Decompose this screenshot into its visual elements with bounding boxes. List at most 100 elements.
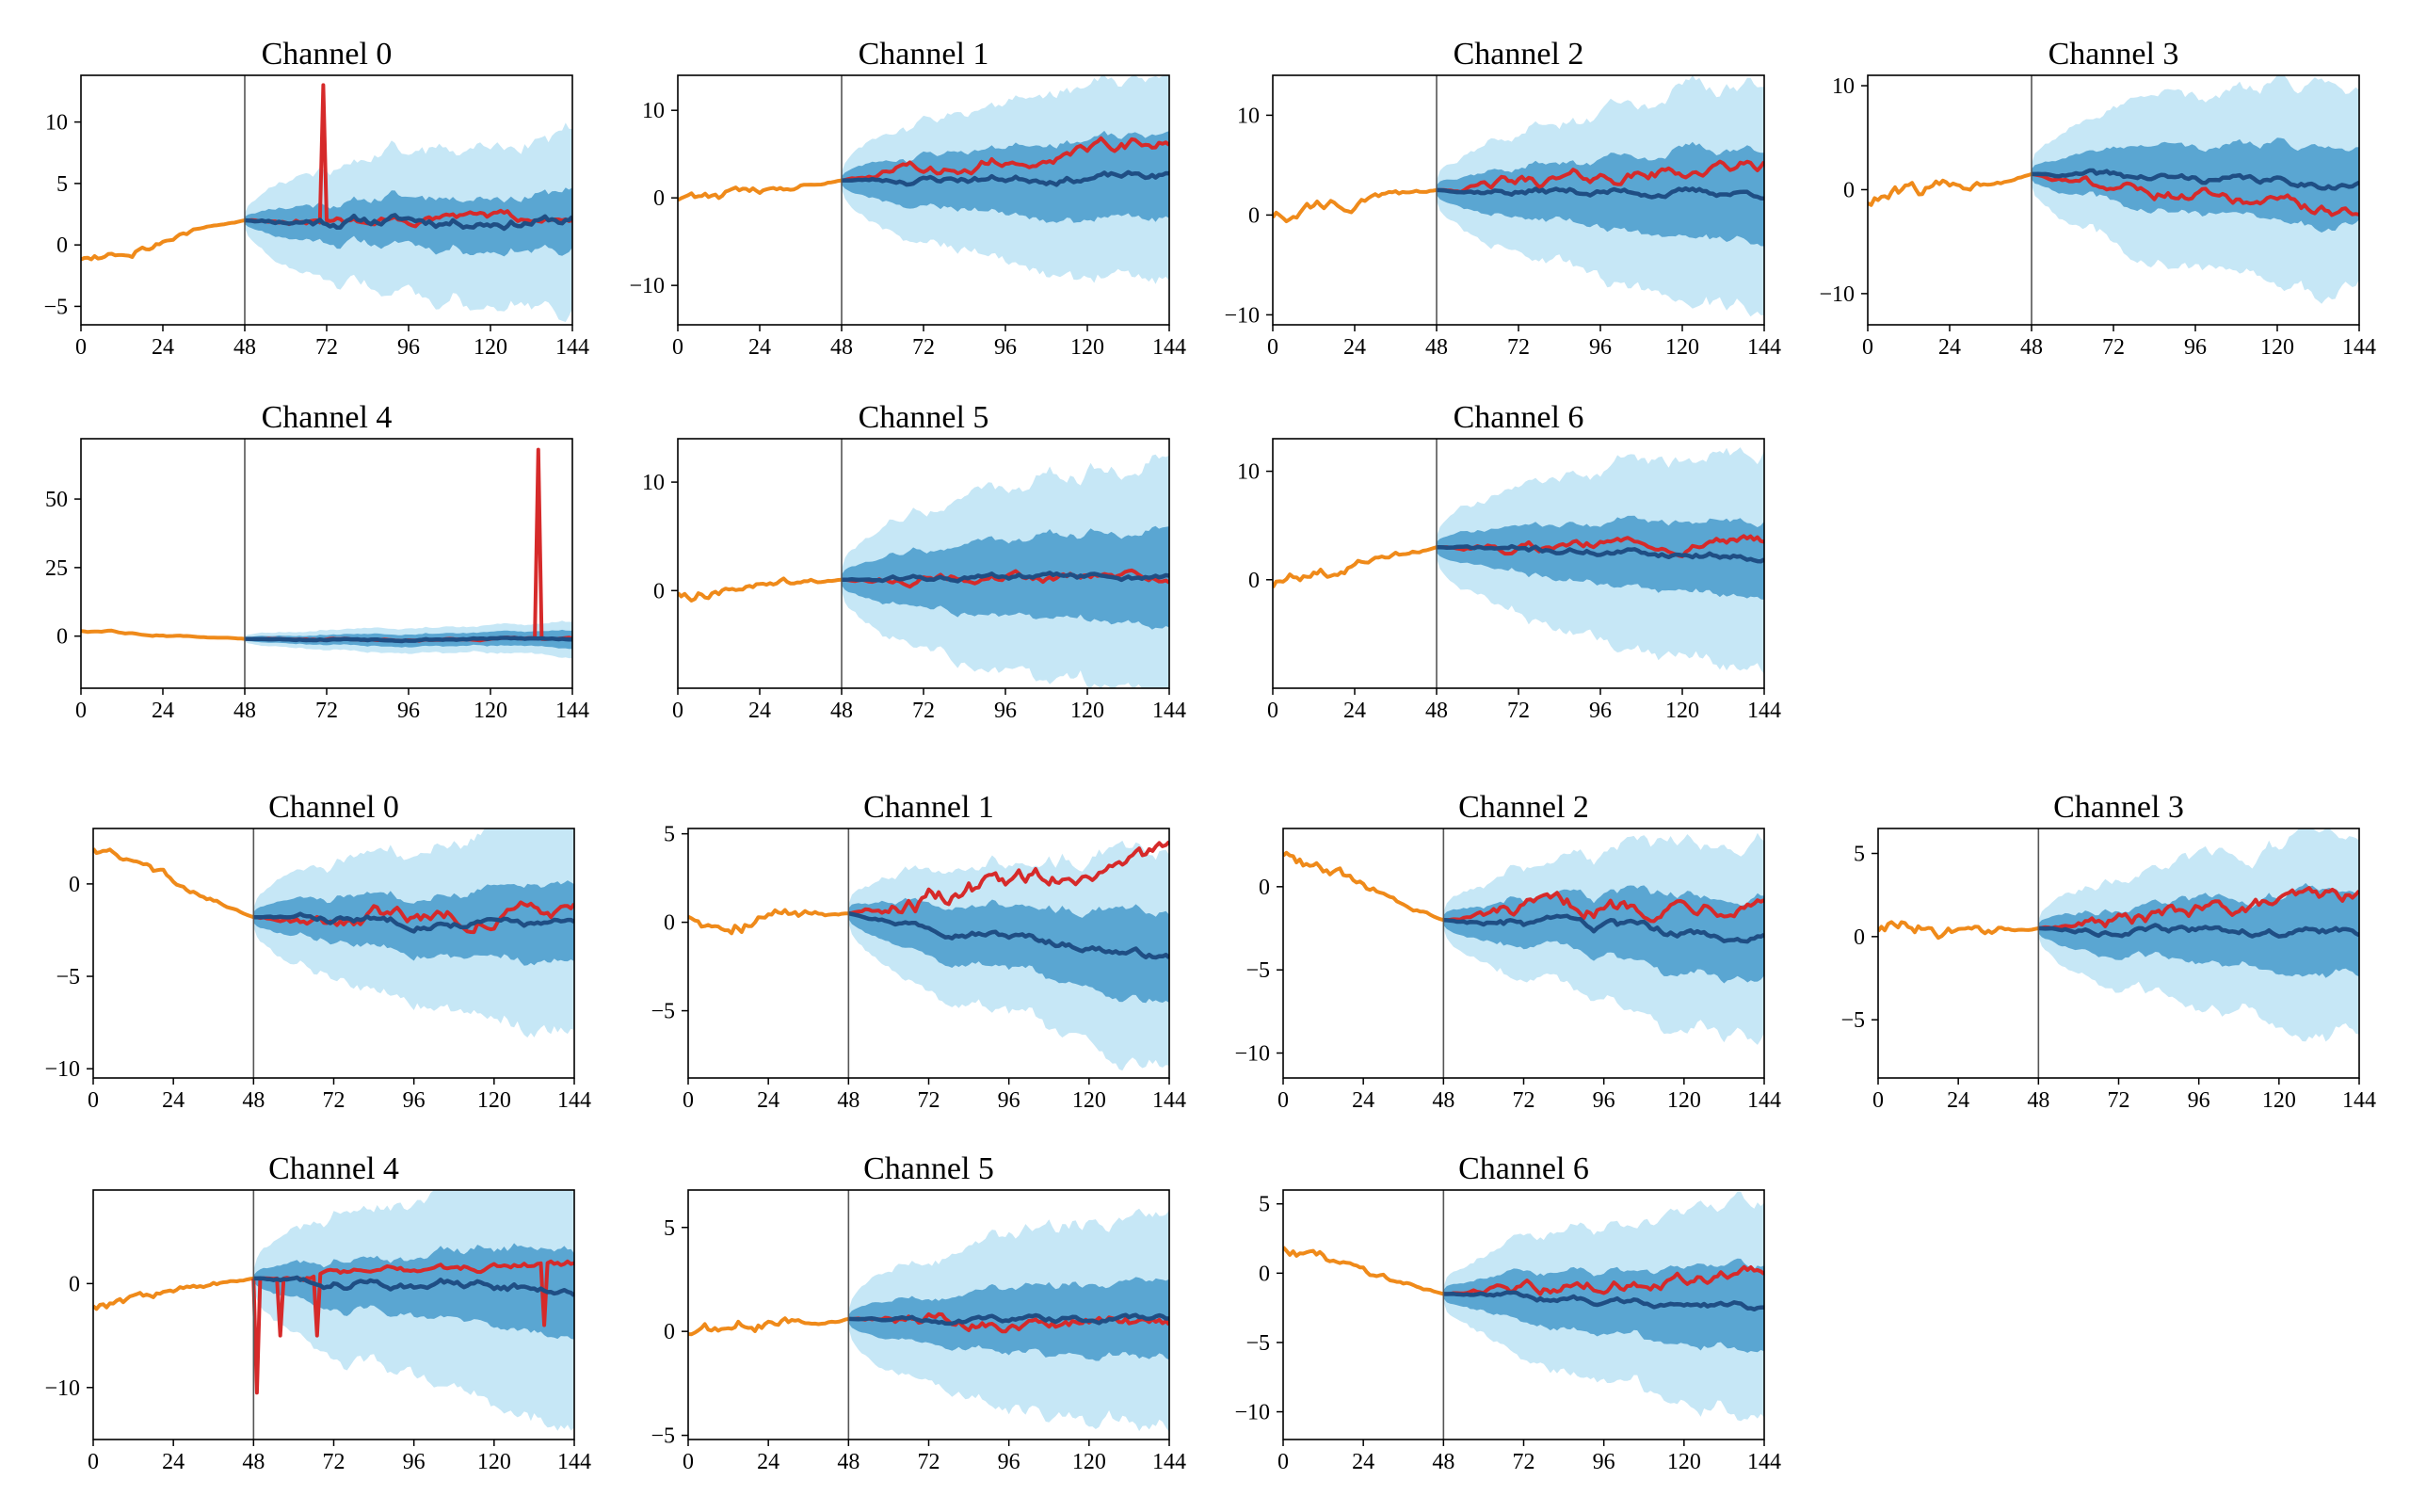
x-tick-label: 0 xyxy=(1267,335,1278,360)
median-forecast-line xyxy=(2032,168,2359,191)
history-line xyxy=(1868,172,2032,207)
x-tick-label: 48 xyxy=(1425,335,1448,360)
x-tick-label: 144 xyxy=(1152,699,1186,723)
ground-truth-line xyxy=(1443,891,1764,924)
x-tick-label: 48 xyxy=(233,335,256,360)
y-tick-label: 0 xyxy=(664,1320,675,1344)
panel-title: Channel 5 xyxy=(859,400,989,435)
y-tick-label: 10 xyxy=(1832,74,1855,99)
x-tick-label: 144 xyxy=(557,1088,591,1113)
x-tick-label: 96 xyxy=(403,1450,426,1474)
x-tick-label: 0 xyxy=(672,699,683,723)
y-tick-label: −10 xyxy=(629,274,665,298)
panel-3: Channel 3 0 24 48 72 96 120 144 −10 0 10 xyxy=(1819,37,2376,360)
history-line xyxy=(93,847,254,920)
x-tick-label: 24 xyxy=(152,335,174,360)
x-tick-label: 72 xyxy=(1513,1450,1535,1474)
x-tick-label: 144 xyxy=(1152,1088,1186,1113)
y-tick-label: −10 xyxy=(1234,1401,1270,1425)
x-tick-label: 24 xyxy=(162,1450,185,1474)
plot-area xyxy=(1283,832,1764,1045)
panel-9: Channel 2 0 24 48 72 96 120 144 −10 −5 0 xyxy=(1234,790,1781,1113)
y-tick-label: 10 xyxy=(642,471,665,495)
median-forecast-line xyxy=(847,910,1169,960)
x-tick-label: 72 xyxy=(912,335,935,360)
x-tick-label: 72 xyxy=(1507,699,1530,723)
panel-title: Channel 1 xyxy=(859,37,989,72)
x-tick-label: 48 xyxy=(837,1450,860,1474)
x-tick-label: 48 xyxy=(233,699,256,723)
x-tick-label: 24 xyxy=(1352,1450,1374,1474)
x-tick-label: 144 xyxy=(1747,1450,1781,1474)
x-tick-label: 0 xyxy=(683,1450,694,1474)
x-tick-label: 48 xyxy=(1425,699,1448,723)
x-tick-label: 120 xyxy=(1665,699,1699,723)
plot-area xyxy=(688,840,1169,1071)
panel-title: Channel 6 xyxy=(1454,400,1584,435)
panel-title: Channel 2 xyxy=(1458,790,1589,825)
x-tick-label: 0 xyxy=(672,335,683,360)
x-tick-label: 0 xyxy=(88,1088,99,1113)
plot-area xyxy=(688,1208,1169,1433)
y-tick-label: 5 xyxy=(56,172,68,197)
x-tick-label: 120 xyxy=(474,699,507,723)
x-tick-label: 144 xyxy=(1747,335,1781,360)
x-tick-label: 120 xyxy=(1667,1088,1701,1113)
panel-title: Channel 0 xyxy=(262,37,393,72)
panel-6: Channel 6 0 24 48 72 96 120 144 0 10 xyxy=(1237,400,1781,723)
plot-area xyxy=(678,454,1169,688)
panel-8: Channel 1 0 24 48 72 96 120 144 −5 0 5 xyxy=(651,790,1186,1113)
x-tick-label: 96 xyxy=(998,1088,1020,1113)
panel-10: Channel 3 0 24 48 72 96 120 144 −5 0 5 xyxy=(1840,790,2376,1113)
x-tick-label: 120 xyxy=(1665,335,1699,360)
y-tick-label: −5 xyxy=(1840,1008,1865,1033)
inner-interval-band xyxy=(842,130,1169,223)
x-tick-label: 72 xyxy=(2108,1088,2130,1113)
ground-truth-line xyxy=(251,1259,574,1395)
x-tick-label: 120 xyxy=(1070,335,1104,360)
history-line xyxy=(1878,920,2039,941)
median-forecast-line xyxy=(253,911,574,934)
median-forecast-line xyxy=(848,1312,1169,1327)
x-tick-label: 72 xyxy=(912,699,935,723)
x-tick-label: 120 xyxy=(477,1450,511,1474)
x-tick-label: 144 xyxy=(555,335,589,360)
y-tick-label: −5 xyxy=(651,1424,675,1449)
y-tick-label: −10 xyxy=(1234,1042,1270,1067)
median-forecast-line xyxy=(1443,913,1764,944)
x-tick-label: 0 xyxy=(1862,335,1873,360)
panel-title: Channel 2 xyxy=(1454,37,1584,72)
inner-interval-band xyxy=(253,1243,574,1340)
x-tick-label: 24 xyxy=(757,1088,779,1113)
median-forecast-line xyxy=(2038,923,2359,939)
y-tick-label: 25 xyxy=(45,556,68,581)
plot-area xyxy=(1878,828,2359,1042)
inner-interval-band xyxy=(2032,137,2359,233)
y-tick-label: 0 xyxy=(653,579,665,603)
x-tick-label: 24 xyxy=(1343,335,1366,360)
x-tick-label: 48 xyxy=(830,699,853,723)
y-tick-label: 0 xyxy=(664,911,675,936)
x-tick-label: 144 xyxy=(1152,335,1186,360)
y-tick-label: 0 xyxy=(1854,925,1865,950)
y-tick-label: 0 xyxy=(1259,1262,1270,1286)
x-tick-label: 72 xyxy=(2102,335,2125,360)
y-tick-label: 0 xyxy=(1843,178,1855,202)
y-tick-label: −10 xyxy=(1224,303,1260,328)
plot-area xyxy=(81,83,572,322)
history-line xyxy=(678,576,843,603)
panel-1: Channel 1 0 24 48 72 96 120 144 −10 0 10 xyxy=(629,37,1186,360)
x-tick-label: 120 xyxy=(1072,1088,1106,1113)
panel-title: Channel 4 xyxy=(262,400,393,435)
x-tick-label: 0 xyxy=(1277,1088,1289,1113)
x-tick-label: 96 xyxy=(994,335,1017,360)
x-tick-label: 144 xyxy=(2342,1088,2376,1113)
x-tick-label: 96 xyxy=(1589,335,1612,360)
plot-area xyxy=(93,828,574,1037)
inner-interval-band xyxy=(1443,885,1764,984)
x-tick-label: 72 xyxy=(918,1088,940,1113)
inner-interval-band xyxy=(1437,515,1764,601)
panel-title: Channel 5 xyxy=(863,1151,994,1186)
ground-truth-line xyxy=(848,840,1169,916)
